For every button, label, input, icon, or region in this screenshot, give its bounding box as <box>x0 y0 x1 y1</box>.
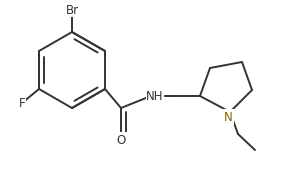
Text: F: F <box>19 96 25 110</box>
Text: NH: NH <box>146 90 164 103</box>
Text: O: O <box>116 134 126 146</box>
Text: N: N <box>224 110 232 124</box>
Text: Br: Br <box>65 4 79 16</box>
